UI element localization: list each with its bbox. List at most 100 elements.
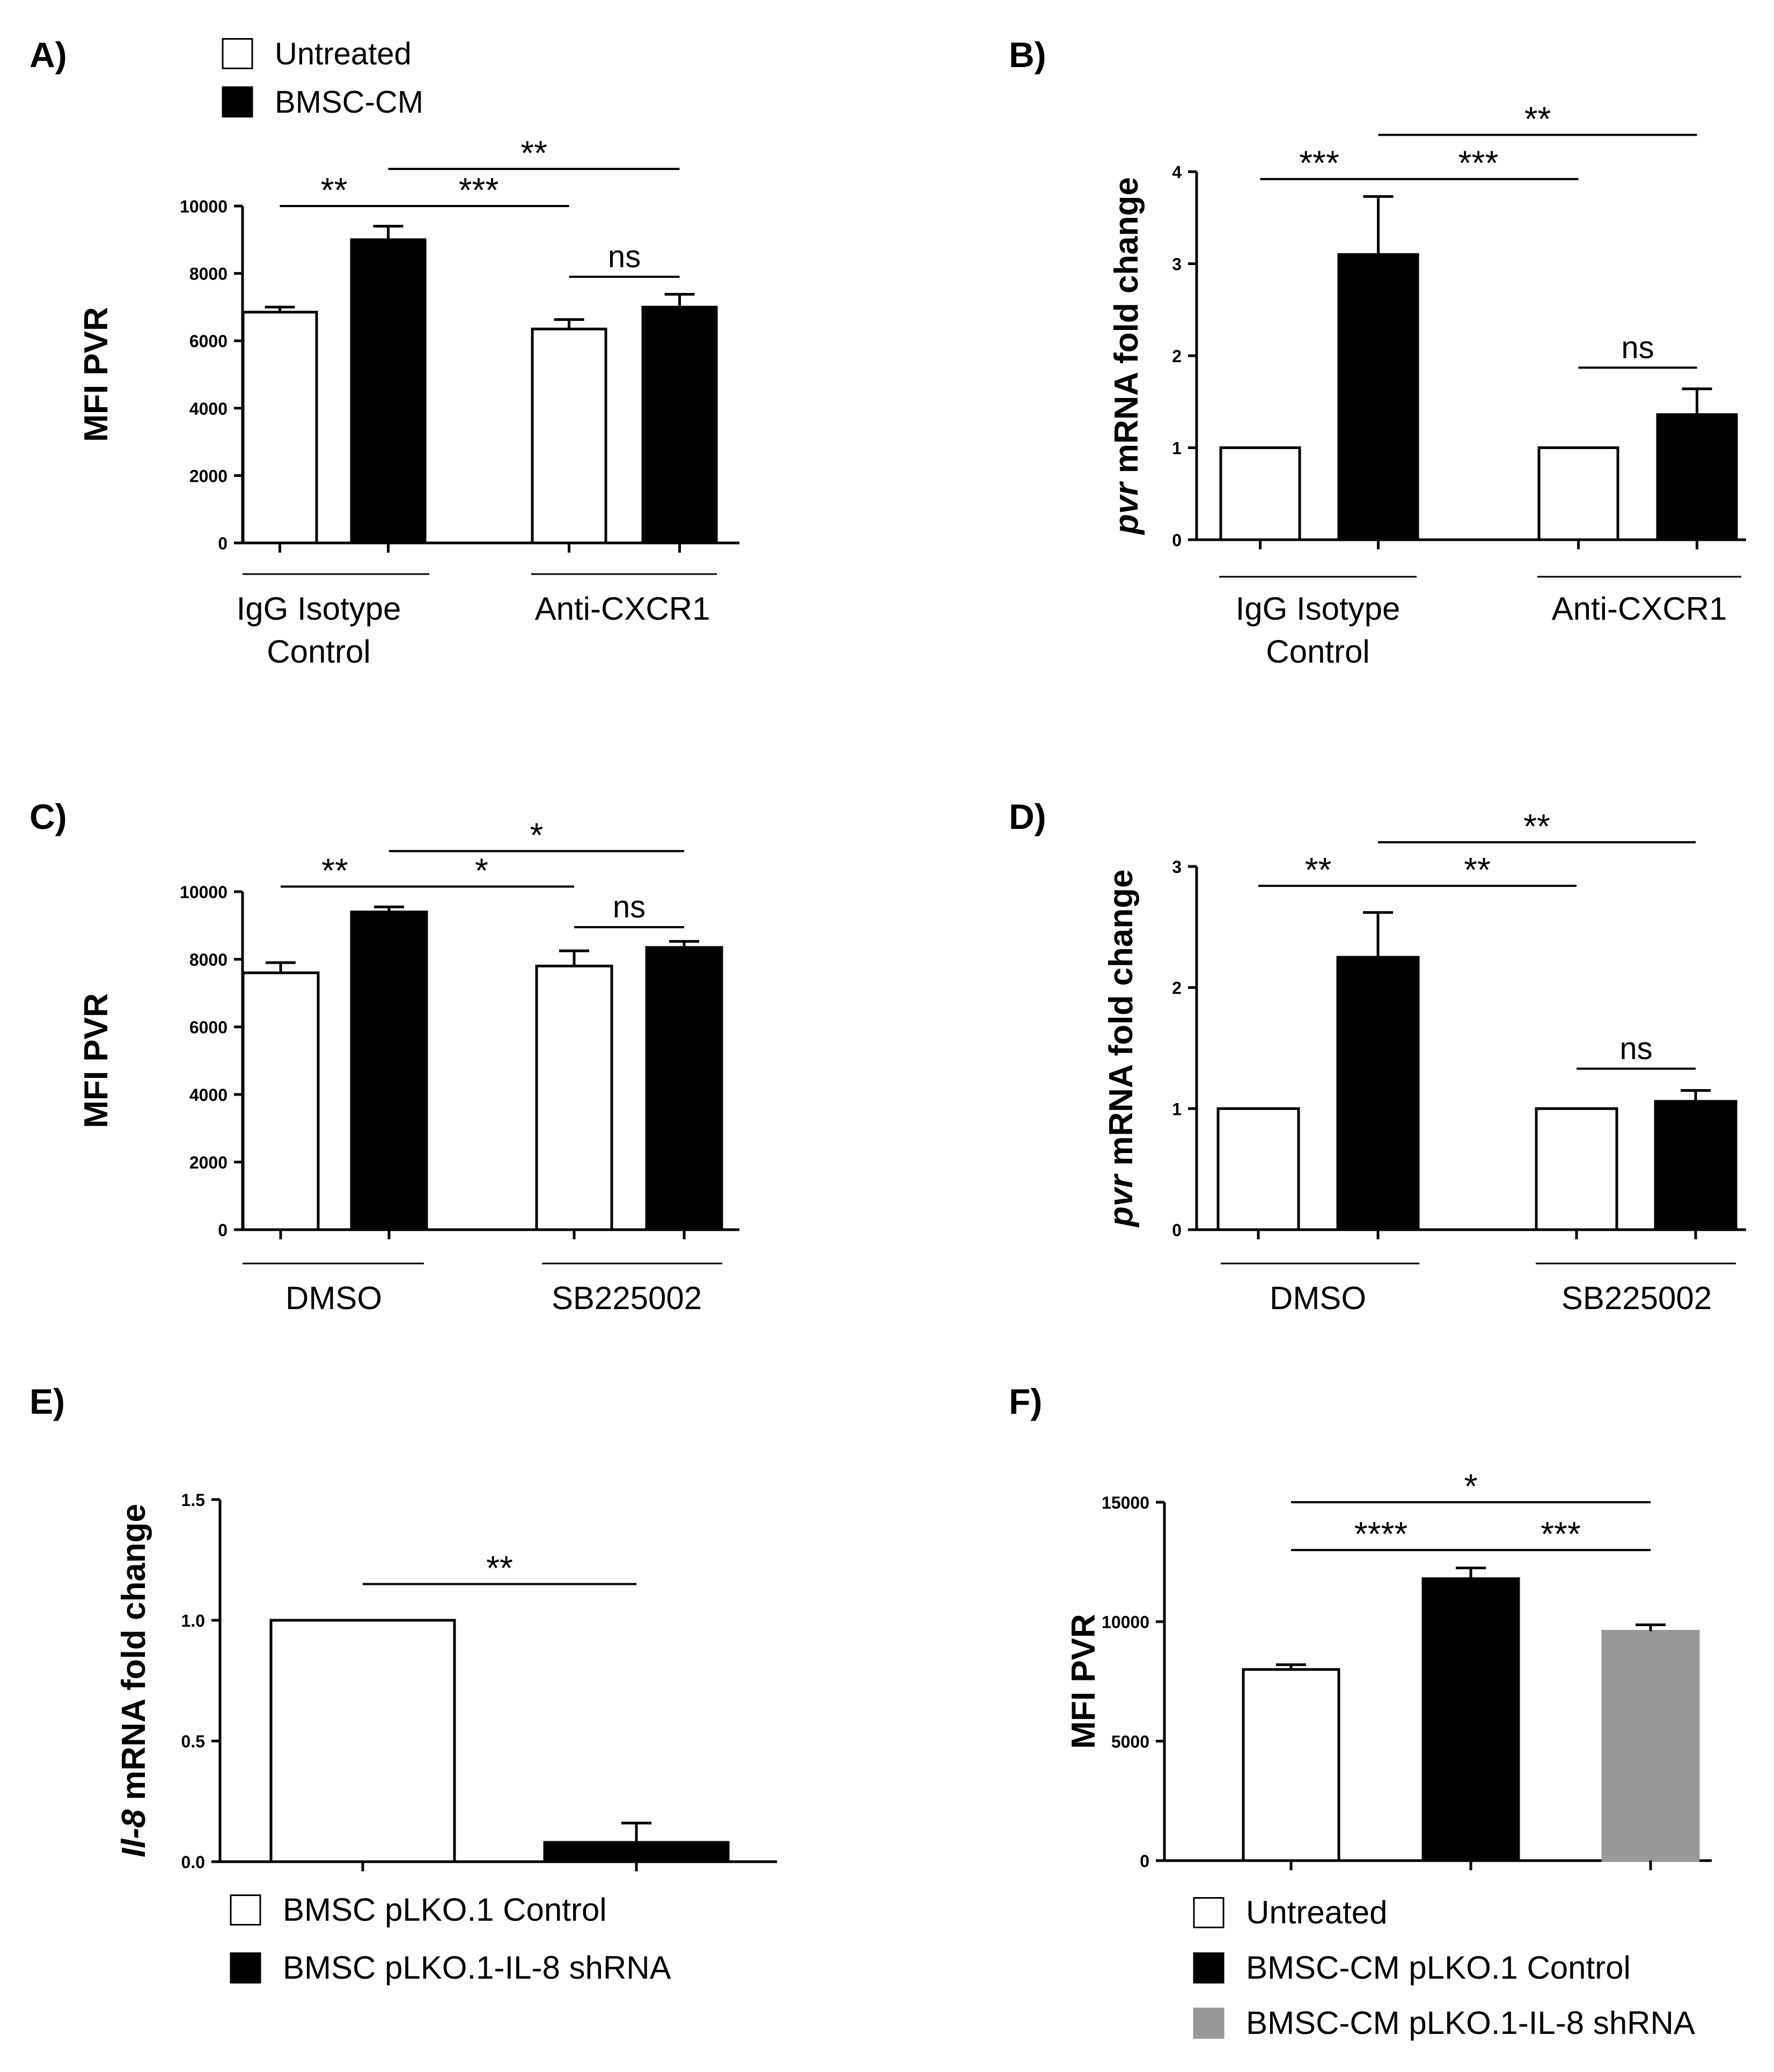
significance-label: ns <box>613 890 646 924</box>
chart-panel-d: D) 0 1 2 3 pvr mRNA fold change ** ** ** ns DMSO SB… <box>1009 797 1746 1316</box>
legend-label: Untreated <box>1246 1894 1388 1930</box>
y-axis-label: MFI PVR <box>78 993 115 1128</box>
y-tick-label: 2 <box>1172 347 1182 366</box>
y-axis-label-text: mRNA fold change <box>1108 177 1145 483</box>
y-axis-label: Il-8 mRNA fold change <box>115 1504 152 1857</box>
y-tick-label: 10000 <box>180 883 228 902</box>
bar <box>1336 956 1420 1231</box>
significance-label: ** <box>521 134 547 172</box>
y-axis-label: pvr mRNA fold change <box>1108 177 1145 535</box>
y-tick-label: 2000 <box>189 1153 228 1172</box>
bar <box>1242 1668 1340 1862</box>
y-tick-label: 10000 <box>180 197 228 216</box>
significance-label: ** <box>321 851 348 890</box>
group-label: SB225002 <box>552 1280 702 1316</box>
bar <box>641 305 718 545</box>
y-tick-label: 2000 <box>189 466 228 486</box>
group-label: Control <box>267 634 370 670</box>
significance-label: ** <box>1524 99 1551 138</box>
bar <box>269 1619 456 1863</box>
y-tick-label: 10000 <box>1102 1613 1149 1632</box>
significance-label: ** <box>486 1549 513 1588</box>
bar <box>543 1841 730 1863</box>
significance-label: *** <box>459 171 499 209</box>
bar <box>1535 1107 1618 1231</box>
y-tick-label: 4000 <box>189 399 228 418</box>
group-label: DMSO <box>285 1280 382 1316</box>
legend-label: BMSC pLKO.1 Control <box>283 1892 607 1928</box>
y-tick-label: 4 <box>1172 163 1182 182</box>
bar <box>1219 446 1301 541</box>
significance-label: **** <box>1354 1515 1408 1553</box>
y-axis-label: pvr mRNA fold change <box>1103 870 1140 1228</box>
y-tick-label: 0 <box>1140 1851 1149 1871</box>
legend-label: BMSC-CM <box>275 85 423 120</box>
y-axis-label: MFI PVR <box>1065 1614 1102 1748</box>
significance-label: ns <box>1619 1031 1652 1066</box>
y-axis-label-italic: Il-8 <box>115 1809 152 1857</box>
bar <box>1537 446 1619 541</box>
y-axis-label-text: MFI PVR <box>78 993 115 1128</box>
bar <box>1337 253 1419 541</box>
y-axis-label: MFI PVR <box>78 307 115 442</box>
bar <box>535 965 613 1231</box>
y-axis-label-text: mRNA fold change <box>115 1504 152 1810</box>
legend-label: BMSC-CM pLKO.1 Control <box>1246 1950 1631 1986</box>
legend-swatch <box>1193 1897 1225 1928</box>
bar <box>350 238 427 545</box>
group-label: IgG Isotype <box>1236 591 1401 627</box>
significance-label: * <box>1464 1467 1478 1505</box>
panel-label: B) <box>1009 35 1046 75</box>
panel-label: E) <box>30 1382 65 1421</box>
legend-label: BMSC-CM pLKO.1-IL-8 shRNA <box>1246 2005 1695 2041</box>
bar <box>350 910 428 1231</box>
significance-label: ** <box>1305 850 1332 889</box>
y-axis-label-italic: pvr <box>1103 1173 1140 1228</box>
y-tick-label: 0 <box>1172 531 1182 550</box>
y-tick-label: 1.5 <box>181 1490 205 1510</box>
y-tick-label: 3 <box>1172 255 1182 274</box>
bar <box>1656 413 1738 541</box>
legend-swatch <box>222 86 253 117</box>
bar <box>1654 1100 1738 1231</box>
bar <box>241 971 320 1231</box>
legend-swatch <box>230 1894 261 1926</box>
group-label: Anti-CXCR1 <box>535 591 710 627</box>
significance-label: ** <box>1464 850 1491 889</box>
y-tick-label: 1 <box>1172 439 1182 458</box>
significance-label: *** <box>1458 144 1499 182</box>
significance-label: ns <box>608 239 641 274</box>
significance-label: *** <box>1541 1515 1581 1553</box>
y-axis-label-italic: pvr <box>1108 481 1145 535</box>
significance-label: * <box>475 851 488 890</box>
legend: Untreated BMSC-CM <box>222 36 423 120</box>
significance-label: ** <box>321 171 348 209</box>
bar <box>241 311 318 545</box>
significance-label: ns <box>1621 330 1654 365</box>
y-tick-label: 15000 <box>1102 1493 1149 1512</box>
y-tick-label: 1 <box>1172 1099 1182 1119</box>
bar <box>645 946 723 1231</box>
bar <box>1421 1577 1520 1862</box>
legend: Untreated BMSC-CM pLKO.1 Control BMSC-CM p… <box>1193 1894 1695 2041</box>
y-axis-label-text: MFI PVR <box>78 307 115 442</box>
panel-label: F) <box>1009 1382 1042 1421</box>
legend-swatch <box>230 1952 261 1983</box>
bar <box>531 327 607 545</box>
y-tick-label: 6000 <box>189 332 228 351</box>
significance-label: ** <box>1523 807 1550 846</box>
y-tick-label: 6000 <box>189 1018 228 1037</box>
panel-label: A) <box>30 35 67 75</box>
y-tick-label: 8000 <box>189 950 228 969</box>
y-tick-label: 0 <box>218 534 228 553</box>
legend-swatch <box>1193 1952 1225 1983</box>
group-label: Control <box>1266 634 1369 670</box>
y-tick-label: 0.5 <box>181 1732 205 1751</box>
chart-panel-e: E) 0.0 0.5 1.0 1.5 Il-8 mRNA fold change ** BMS… <box>30 1382 777 1986</box>
panel-label: C) <box>30 797 67 836</box>
y-tick-label: 8000 <box>189 264 228 284</box>
significance-label: *** <box>1299 144 1339 182</box>
